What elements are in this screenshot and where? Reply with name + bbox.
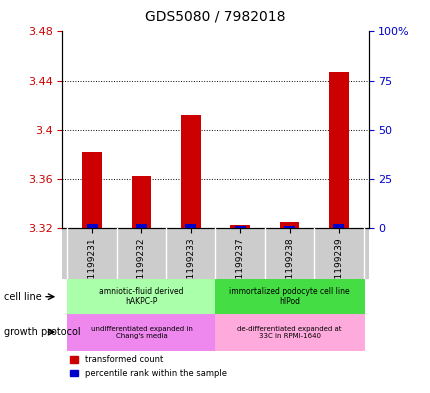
Bar [181, 115, 200, 228]
Text: cell line: cell line [4, 292, 42, 302]
Bar [333, 224, 344, 228]
Text: undifferentiated expanded in
Chang's media: undifferentiated expanded in Chang's med… [90, 325, 192, 339]
Text: de-differentiated expanded at
33C in RPMI-1640: de-differentiated expanded at 33C in RPM… [237, 325, 341, 339]
Bar [136, 224, 147, 228]
Bar [185, 224, 196, 228]
Legend: transformed count, percentile rank within the sample: transformed count, percentile rank withi… [67, 352, 230, 381]
Bar [234, 226, 245, 228]
Text: amniotic-fluid derived
hAKPC-P: amniotic-fluid derived hAKPC-P [99, 287, 183, 307]
Bar [131, 176, 151, 228]
Text: growth protocol: growth protocol [4, 327, 81, 337]
Bar [230, 226, 249, 228]
Text: GDS5080 / 7982018: GDS5080 / 7982018 [145, 10, 285, 24]
Text: immortalized podocyte cell line
hIPod: immortalized podocyte cell line hIPod [229, 287, 349, 307]
Bar [283, 226, 294, 228]
Bar [279, 222, 299, 228]
Bar [328, 72, 348, 228]
Bar [82, 152, 102, 228]
Bar [86, 224, 97, 228]
